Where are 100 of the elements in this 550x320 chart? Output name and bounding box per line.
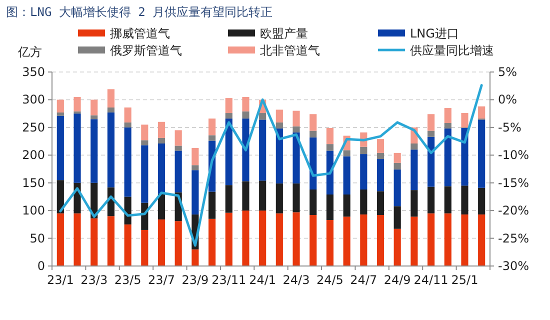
bar xyxy=(444,128,452,186)
bar xyxy=(141,145,148,203)
bar xyxy=(90,218,98,266)
bar xyxy=(174,221,182,266)
y-tick-label: 0 xyxy=(37,259,45,273)
bar xyxy=(158,219,166,266)
bar xyxy=(444,108,452,123)
bar xyxy=(74,114,81,183)
bar xyxy=(394,162,401,170)
y-tick-label: 300 xyxy=(22,92,45,107)
bar xyxy=(124,127,132,197)
legend-label: 供应量同比增速 xyxy=(410,44,494,58)
bar xyxy=(428,114,435,131)
bar xyxy=(478,214,486,266)
bar xyxy=(225,212,232,266)
bar xyxy=(292,183,300,212)
bar xyxy=(394,170,401,206)
bar xyxy=(326,144,334,151)
x-tick-label: 23/7 xyxy=(148,273,175,287)
bar xyxy=(428,213,435,266)
bar xyxy=(141,124,148,140)
legend-label: 挪威管道气 xyxy=(110,26,170,40)
y2-tick-label: 5% xyxy=(498,65,518,79)
x-tick-label: 25/1 xyxy=(451,273,478,287)
chart-title: 图：LNG 大幅增长使得 2 月供应量有望同比转正 xyxy=(6,5,273,19)
bar xyxy=(276,122,283,129)
x-tick-label: 24/1 xyxy=(249,273,276,287)
bar xyxy=(292,212,300,266)
bar xyxy=(444,213,452,266)
bar xyxy=(74,96,81,112)
bar xyxy=(376,139,384,153)
bar xyxy=(326,220,334,266)
bar xyxy=(276,110,283,122)
bar xyxy=(259,210,266,266)
bar xyxy=(56,112,64,116)
bar xyxy=(343,194,350,217)
bar xyxy=(276,183,283,214)
bar xyxy=(192,249,199,266)
bar xyxy=(141,230,148,266)
bar xyxy=(259,180,266,211)
bar xyxy=(74,213,81,266)
bar xyxy=(158,194,166,220)
bar xyxy=(242,111,250,119)
x-tick-label: 23/9 xyxy=(182,273,209,287)
bar xyxy=(192,170,199,214)
bar xyxy=(192,165,199,170)
bar xyxy=(343,150,350,156)
bar xyxy=(276,213,283,266)
bar xyxy=(394,228,401,266)
bar xyxy=(259,113,266,120)
bar xyxy=(242,96,250,112)
bar xyxy=(107,89,114,108)
y2-tick-label: -5% xyxy=(498,120,522,134)
bar xyxy=(56,100,64,112)
bar xyxy=(343,216,350,266)
bar xyxy=(376,191,384,216)
y-axis-title: 亿方 xyxy=(17,45,42,59)
y2-tick-label: -30% xyxy=(498,259,530,273)
bar xyxy=(107,216,114,266)
bar xyxy=(310,190,317,216)
bar xyxy=(225,98,232,114)
y-tick-label: 200 xyxy=(22,148,45,162)
y-tick-label: 50 xyxy=(30,231,45,246)
y-tick-label: 350 xyxy=(22,65,45,79)
bar xyxy=(428,186,435,214)
bar xyxy=(141,140,148,146)
bar xyxy=(376,159,384,192)
x-tick-label: 23/1 xyxy=(46,273,74,287)
bar xyxy=(360,214,368,266)
legend-label: 北非管道气 xyxy=(260,44,320,58)
bar xyxy=(292,126,300,132)
y2-tick-label: -10% xyxy=(498,148,530,162)
bar xyxy=(192,148,199,166)
x-tick-label: 23/3 xyxy=(80,273,108,287)
legend-label: 欧盟产量 xyxy=(260,26,308,40)
bar xyxy=(461,186,468,214)
y-tick-label: 100 xyxy=(22,204,45,218)
bar xyxy=(444,186,452,214)
bar xyxy=(292,132,300,184)
bar xyxy=(343,156,350,194)
bar xyxy=(90,119,98,183)
x-tick-label: 23/5 xyxy=(114,273,142,287)
bar xyxy=(326,128,334,144)
bar xyxy=(259,120,266,181)
bar xyxy=(208,218,216,266)
bar xyxy=(174,146,182,151)
x-tick-label: 24/3 xyxy=(282,273,310,287)
bar xyxy=(107,112,114,188)
y2-tick-label: -20% xyxy=(498,204,530,218)
bar xyxy=(174,150,182,192)
x-tick-label: 24/5 xyxy=(316,273,344,287)
bar xyxy=(478,188,486,214)
bar xyxy=(158,138,166,144)
bar xyxy=(208,118,216,136)
bar xyxy=(90,100,98,116)
bar xyxy=(242,181,250,211)
legend-label: LNG进口 xyxy=(410,26,459,40)
bar xyxy=(225,118,232,186)
y2-tick-label: 0% xyxy=(498,92,518,107)
y2-tick-label: -15% xyxy=(498,176,530,190)
